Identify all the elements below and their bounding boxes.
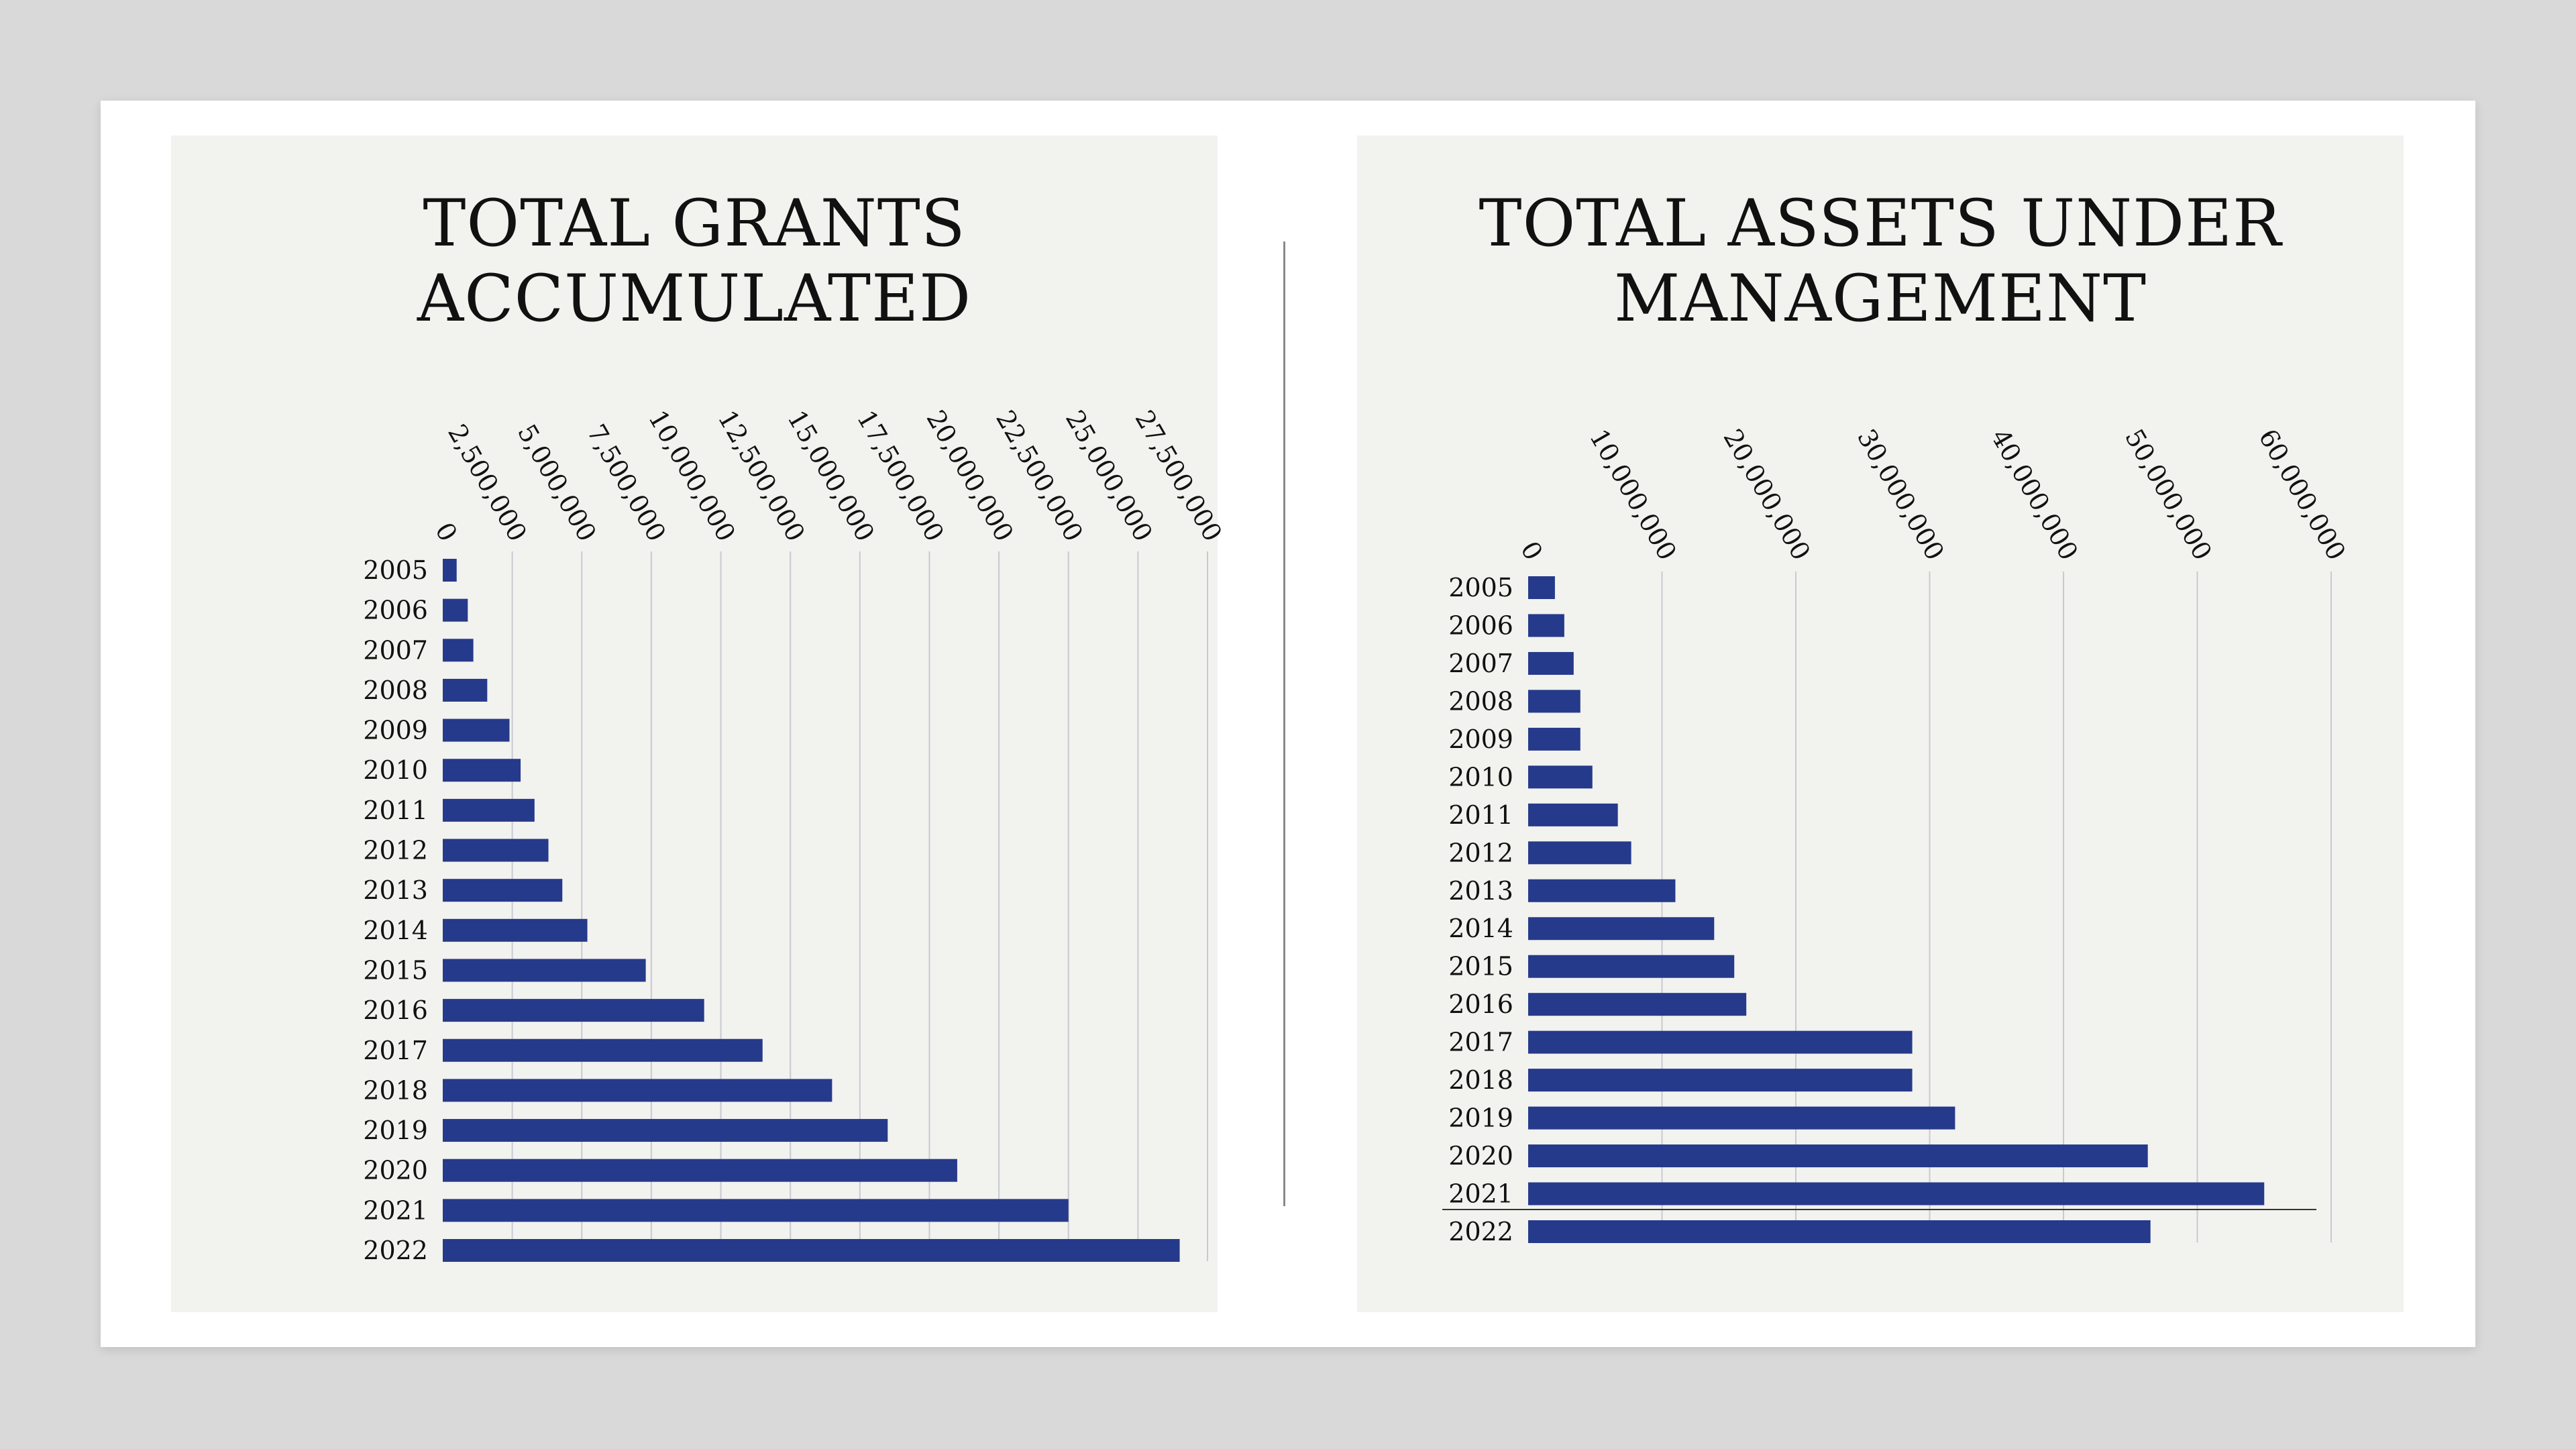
- grants-bar-2005: [443, 559, 457, 582]
- assets-bar-2014: [1528, 917, 1715, 941]
- grants-bar-2015: [443, 959, 646, 982]
- grants-bar-chart: 02,500,0005,000,0007,500,00010,000,00012…: [363, 405, 1228, 1265]
- assets-bar-2021: [1528, 1182, 2265, 1205]
- grants-y-category-label: 2009: [363, 716, 428, 745]
- bottom-rule: [1442, 1209, 2316, 1210]
- grants-bar-2020: [443, 1159, 957, 1182]
- grants-bar-2012: [443, 839, 549, 862]
- grants-bar-2007: [443, 639, 474, 662]
- grants-y-category-label: 2010: [363, 755, 428, 785]
- grants-y-category-label: 2012: [363, 836, 428, 865]
- assets-y-category-label: 2018: [1448, 1065, 1513, 1095]
- assets-x-tick-label: 40,000,000: [1985, 424, 2084, 565]
- grants-y-category-label: 2018: [363, 1075, 428, 1105]
- assets-bar-2008: [1528, 690, 1580, 713]
- assets-bar-2016: [1528, 993, 1747, 1016]
- assets-y-category-label: 2011: [1448, 800, 1513, 830]
- assets-bar-2009: [1528, 727, 1580, 751]
- grants-y-category-label: 2014: [363, 916, 428, 945]
- assets-y-category-label: 2013: [1448, 876, 1513, 906]
- assets-y-category-label: 2016: [1448, 989, 1513, 1019]
- assets-y-category-label: 2012: [1448, 838, 1513, 867]
- assets-chart-title: TOTAL ASSETS UNDER MANAGEMENT: [1357, 186, 2404, 336]
- grants-bar-2022: [443, 1239, 1180, 1262]
- assets-bar-2005: [1528, 576, 1555, 599]
- assets-y-category-label: 2008: [1448, 686, 1513, 716]
- assets-bar-2010: [1528, 765, 1593, 789]
- assets-bar-2011: [1528, 803, 1618, 826]
- grants-y-category-label: 2006: [363, 596, 428, 625]
- assets-bar-2007: [1528, 651, 1574, 675]
- assets-x-tick-label: 60,000,000: [2253, 424, 2351, 565]
- grants-chart-title: TOTAL GRANTS ACCUMULATED: [171, 186, 1218, 336]
- grants-y-category-label: 2005: [363, 555, 428, 585]
- grants-title-line-1: TOTAL GRANTS: [423, 186, 966, 261]
- assets-bar-2013: [1528, 879, 1676, 902]
- assets-y-category-label: 2022: [1448, 1217, 1513, 1246]
- grants-y-category-label: 2022: [363, 1236, 428, 1265]
- assets-x-tick-label: 30,000,000: [1851, 424, 1950, 565]
- grants-bar-2018: [443, 1079, 833, 1102]
- assets-y-category-label: 2017: [1448, 1028, 1513, 1057]
- grants-bar-2017: [443, 1038, 763, 1062]
- grants-x-tick-label: 0: [429, 518, 463, 547]
- assets-title-line-2: MANAGEMENT: [1613, 261, 2147, 336]
- grants-bar-2021: [443, 1199, 1069, 1222]
- assets-bar-2019: [1528, 1106, 1955, 1130]
- page-card: TOTAL GRANTS ACCUMULATED 0 2,500,000 5,000…: [101, 101, 2475, 1347]
- grants-y-category-label: 2017: [363, 1036, 428, 1065]
- grants-y-category-label: 2013: [363, 875, 428, 905]
- grants-bar-2019: [443, 1119, 888, 1142]
- assets-y-category-label: 2021: [1448, 1179, 1513, 1209]
- assets-y-category-label: 2006: [1448, 610, 1513, 640]
- grants-title-line-2: ACCUMULATED: [417, 261, 972, 336]
- grants-y-category-label: 2019: [363, 1116, 428, 1145]
- assets-bar-2012: [1528, 841, 1631, 865]
- grants-y-category-label: 2016: [363, 996, 428, 1025]
- assets-bar-2017: [1528, 1030, 1913, 1054]
- assets-bar-2018: [1528, 1069, 1913, 1092]
- assets-bar-2022: [1528, 1220, 2151, 1243]
- grants-bar-2011: [443, 798, 535, 822]
- grants-y-category-label: 2015: [363, 955, 428, 985]
- assets-y-category-label: 2019: [1448, 1104, 1513, 1133]
- grants-bar-2009: [443, 718, 510, 742]
- assets-x-tick-label: 50,000,000: [2119, 424, 2218, 565]
- grants-bar-2008: [443, 678, 488, 702]
- assets-y-category-label: 2014: [1448, 914, 1513, 943]
- grants-bar-2016: [443, 999, 704, 1022]
- grants-chart-panel: TOTAL GRANTS ACCUMULATED 0 2,500,000 5,000…: [171, 136, 1228, 1312]
- panel-divider: [1283, 241, 1285, 1206]
- assets-x-tick-label: 20,000,000: [1717, 424, 1816, 565]
- grants-y-category-label: 2020: [363, 1156, 428, 1185]
- assets-y-category-label: 2020: [1448, 1141, 1513, 1171]
- grants-y-category-label: 2021: [363, 1195, 428, 1225]
- assets-bar-2015: [1528, 955, 1735, 978]
- grants-y-category-label: 2011: [363, 796, 428, 825]
- assets-bar-2006: [1528, 614, 1564, 637]
- assets-bar-chart: 0 10,000,000 20,000,000 30,000,000 40,000,00…: [1448, 424, 2351, 1246]
- assets-y-category-label: 2007: [1448, 649, 1513, 678]
- grants-y-category-label: 2008: [363, 676, 428, 705]
- grants-bar-2014: [443, 918, 588, 942]
- assets-y-category-label: 2005: [1448, 573, 1513, 602]
- assets-x-tick-label: 10,000,000: [1584, 424, 1682, 565]
- assets-y-category-label: 2009: [1448, 724, 1513, 754]
- assets-chart-panel: TOTAL ASSETS UNDER MANAGEMENT 0 10,000,00…: [1357, 136, 2404, 1312]
- grants-y-category-label: 2007: [363, 635, 428, 665]
- grants-bar-2006: [443, 598, 468, 622]
- assets-x-tick-label: 0: [1515, 537, 1548, 566]
- assets-title-line-1: TOTAL ASSETS UNDER: [1479, 186, 2282, 261]
- grants-bar-2010: [443, 759, 521, 782]
- grants-bar-2013: [443, 879, 563, 902]
- assets-bar-2020: [1528, 1144, 2148, 1168]
- assets-y-category-label: 2010: [1448, 762, 1513, 792]
- assets-y-category-label: 2015: [1448, 952, 1513, 981]
